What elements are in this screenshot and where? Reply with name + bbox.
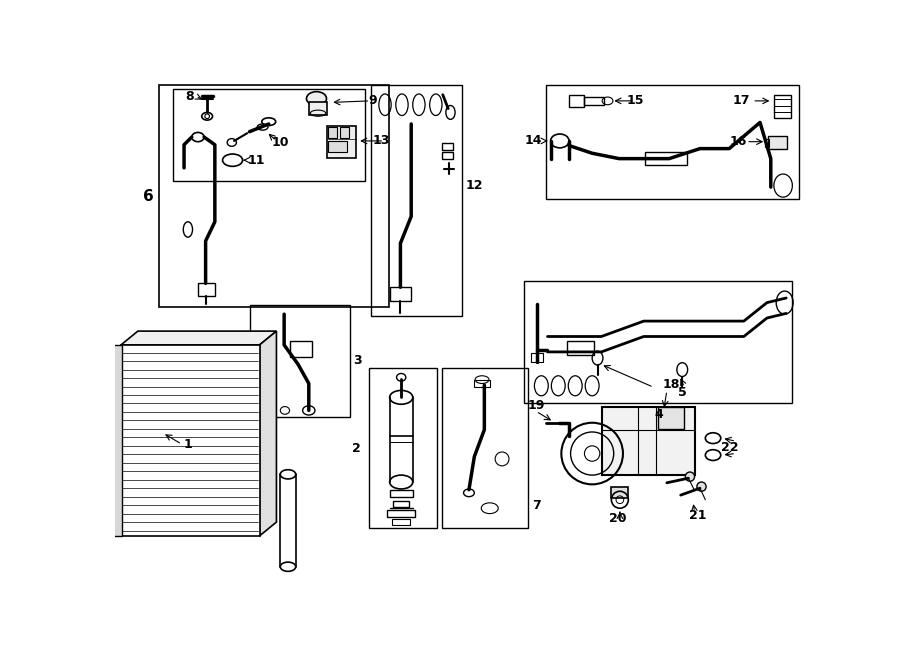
Text: 7: 7 [532,498,541,512]
Text: 6: 6 [143,189,154,204]
Bar [768,136,787,149]
Text: 22: 22 [721,441,738,454]
Bar [393,500,409,507]
Bar [442,153,453,159]
Ellipse shape [307,92,327,106]
Bar [774,95,791,118]
Polygon shape [121,345,259,536]
Text: 3: 3 [354,354,362,367]
Bar [474,379,490,387]
Bar [658,407,684,429]
Bar [602,407,695,475]
Text: 20: 20 [608,512,626,525]
Text: 17: 17 [734,95,751,107]
Polygon shape [121,331,276,345]
Bar [390,490,413,498]
Bar [328,127,338,138]
Text: 21: 21 [688,509,706,522]
Bar [611,487,628,498]
Text: 18: 18 [662,377,680,391]
Polygon shape [259,331,276,536]
Bar [159,85,389,307]
Text: 15: 15 [627,95,644,107]
Bar [530,353,543,362]
Bar [546,85,798,200]
Bar [392,519,410,525]
Text: 2: 2 [353,442,361,455]
Bar [110,345,122,536]
Bar [173,89,365,181]
Bar [198,284,215,295]
Bar [369,368,436,528]
Bar [567,341,594,355]
Text: 9: 9 [368,95,376,107]
Text: 12: 12 [466,179,483,192]
Bar [644,153,687,165]
Bar [371,85,462,317]
Bar [390,288,411,301]
Text: 13: 13 [373,134,391,147]
Text: 11: 11 [248,153,265,167]
Bar [291,341,312,356]
Text: 16: 16 [729,136,747,148]
Ellipse shape [685,472,695,481]
Bar [442,143,453,150]
Text: 4: 4 [654,408,662,421]
Bar [328,141,346,152]
Bar [387,510,415,518]
Text: 19: 19 [527,399,544,412]
Bar [584,97,605,104]
Bar [327,126,356,158]
Bar [339,127,349,138]
Text: 14: 14 [525,134,542,147]
Bar [309,102,328,115]
Text: 8: 8 [185,90,193,102]
Bar [569,95,584,107]
Bar [249,305,349,416]
Ellipse shape [697,482,706,491]
Text: 10: 10 [272,136,289,149]
Text: 5: 5 [678,386,687,399]
Bar [442,368,528,528]
Text: 1: 1 [184,438,192,451]
Bar [525,281,792,403]
Bar [765,139,770,147]
